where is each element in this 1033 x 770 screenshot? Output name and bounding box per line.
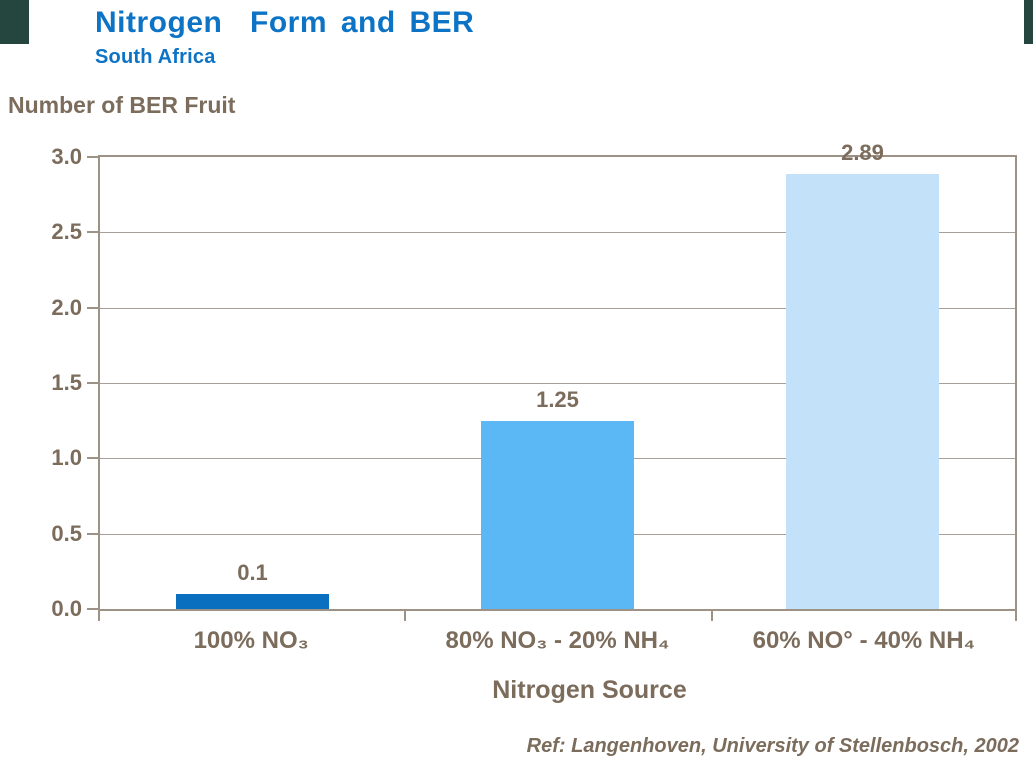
y-tick-mark [87,382,98,384]
y-axis-title: Number of BER Fruit [8,92,236,118]
y-tick-label: 1.0 [51,445,82,471]
y-tick-mark [87,608,98,610]
bar-value-label: 1.25 [536,386,579,412]
chart-title: Nitrogen Form and BER [95,6,475,39]
y-tick-mark [87,457,98,460]
y-tick-label: 2.5 [51,219,82,245]
y-tick-label: 0.0 [51,596,82,621]
x-tick-mark [404,611,407,621]
bar-value-label: 0.1 [237,559,268,585]
corner-mark-right [1024,0,1033,44]
x-tick-mark [98,611,100,621]
y-tick-mark [87,532,98,535]
x-category-label: 60% NO° - 40% NH₄ [752,627,976,654]
x-tick-mark [710,611,713,621]
chart-subtitle: South Africa [95,46,216,68]
x-category-label: 100% NO₃ [193,627,309,654]
y-tick-label: 1.5 [51,370,82,395]
y-tick-mark [87,156,98,158]
x-category-label: 80% NO₃ - 20% NH₄ [445,627,670,654]
x-labels-row: 100% NO₃ 80% NO₃ - 20% NH₄ 60% NO° - 40% N… [98,627,1017,655]
gridline [100,232,1015,234]
y-tick-mark [87,306,98,309]
y-tick-label: 3.0 [51,144,82,169]
x-axis-title: Nitrogen Source [492,676,687,704]
gridline [100,383,1015,384]
gridline [100,307,1015,309]
y-tick-label: 0.5 [51,520,82,546]
y-tick-mark [87,231,98,234]
plot-area: 0.1 1.25 2.89 [98,140,1017,611]
x-tick-mark [1015,611,1017,621]
bar-1 [176,593,329,609]
bar-2 [481,420,634,609]
y-tick-label: 2.0 [51,294,82,320]
bar-3 [786,173,939,609]
bar-value-label: 2.89 [841,139,884,165]
reference-note: Ref: Langenhoven, University of Stellenb… [526,735,1019,757]
corner-mark-left [0,0,29,44]
